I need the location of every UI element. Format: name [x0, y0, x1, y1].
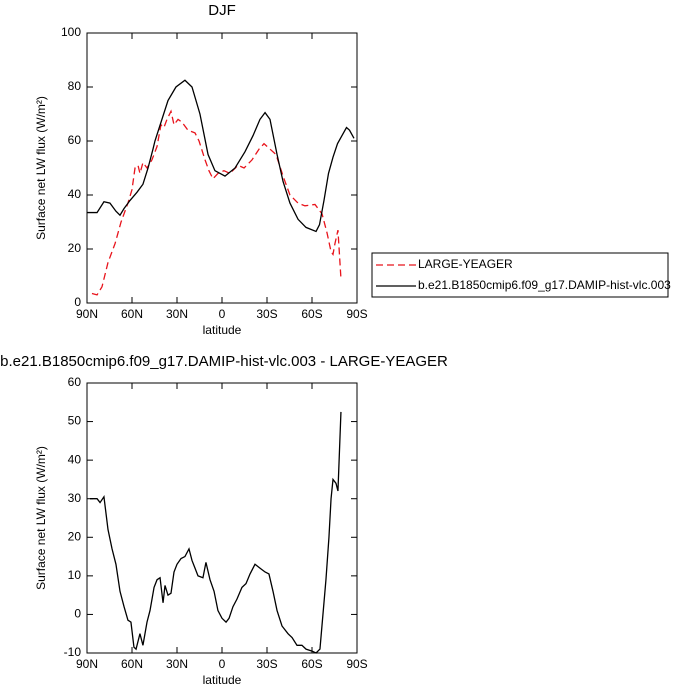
legend-label: b.e21.B1850cmip6.f09_g17.DAMIP-hist-vlc.… — [418, 278, 671, 292]
y-tick-label: 60 — [68, 133, 82, 147]
x-tick-label: 30S — [256, 657, 277, 671]
x-axis-label: latitude — [203, 323, 242, 337]
y-tick-label: 10 — [68, 568, 82, 582]
y-tick-label: 20 — [68, 241, 82, 255]
x-tick-label: 60N — [121, 657, 143, 671]
x-tick-label: 0 — [219, 657, 226, 671]
y-tick-label: 40 — [68, 187, 82, 201]
legend-label: LARGE-YEAGER — [418, 257, 513, 271]
data-line — [90, 411, 342, 654]
data-line — [91, 109, 342, 296]
y-axis-label: Surface net LW flux (W/m²) — [34, 446, 48, 590]
x-tick-label: 90N — [76, 657, 98, 671]
y-tick-label: 30 — [68, 491, 82, 505]
x-axis-label: latitude — [203, 673, 242, 687]
y-tick-label: 80 — [68, 79, 82, 93]
y-tick-label: 60 — [68, 375, 82, 389]
legend-box — [371, 252, 669, 298]
x-tick-label: 90S — [346, 307, 367, 321]
x-tick-label: 0 — [219, 307, 226, 321]
y-tick-label: 100 — [61, 25, 81, 39]
y-axis-label: Surface net LW flux (W/m²) — [34, 96, 48, 240]
x-tick-label: 90S — [346, 657, 367, 671]
x-tick-label: 30N — [166, 657, 188, 671]
x-tick-label: 30N — [166, 307, 188, 321]
y-tick-label: 0 — [74, 607, 81, 621]
x-tick-label: 60S — [301, 657, 322, 671]
plot-frame — [86, 32, 358, 304]
y-tick-label: -10 — [64, 645, 82, 659]
x-tick-label: 60N — [121, 307, 143, 321]
chart-title: b.e21.B1850cmip6.f09_g17.DAMIP-hist-vlc.… — [0, 353, 448, 370]
data-line — [87, 79, 355, 233]
x-tick-label: 30S — [256, 307, 277, 321]
y-tick-label: 20 — [68, 529, 82, 543]
y-tick-label: 40 — [68, 452, 82, 466]
x-tick-label: 60S — [301, 307, 322, 321]
y-tick-label: 0 — [74, 295, 81, 309]
x-tick-label: 90N — [76, 307, 98, 321]
plot-frame — [86, 382, 358, 654]
y-tick-label: 50 — [68, 414, 82, 428]
chart-title: DJF — [208, 2, 236, 19]
